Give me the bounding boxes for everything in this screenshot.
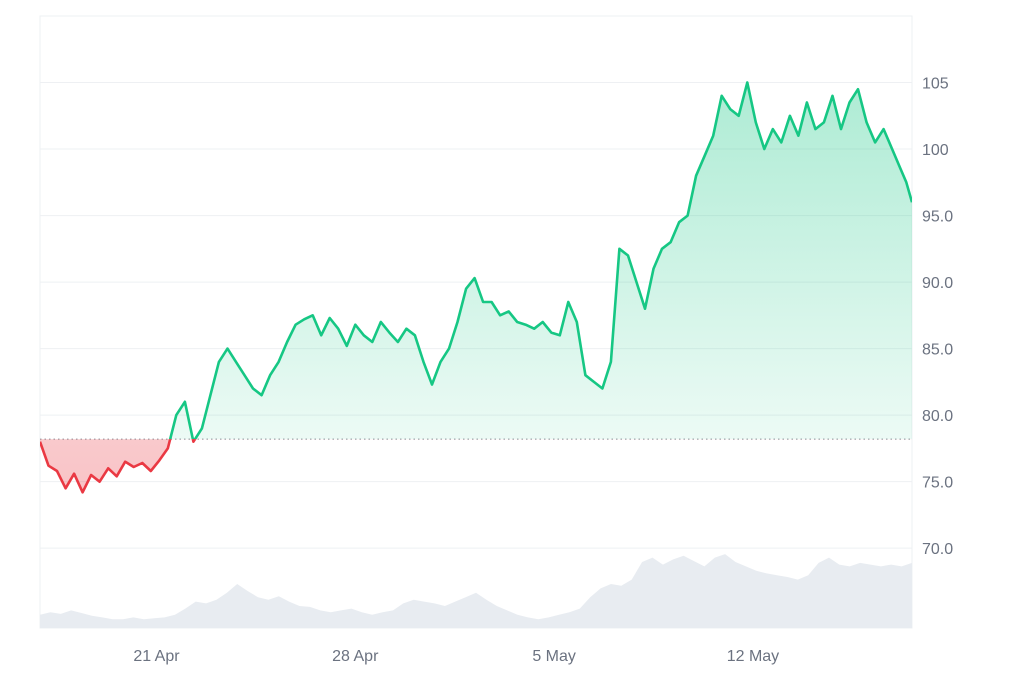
y-tick-label: 90.0 (922, 275, 953, 292)
line-layer (40, 81, 912, 494)
x-tick-label: 12 May (727, 648, 779, 665)
y-tick-label: 80.0 (922, 408, 953, 425)
x-tick-label: 28 Apr (332, 648, 379, 665)
price-line-above (168, 81, 912, 440)
y-axis: 105 100 95.0 90.0 85.0 80.0 75.0 70.0 (922, 76, 953, 559)
area-layer (40, 82, 912, 493)
y-tick-label: 85.0 (922, 342, 953, 359)
x-tick-label: 5 May (532, 648, 576, 665)
x-tick-label: 21 Apr (133, 648, 180, 665)
y-tick-label: 100 (922, 142, 949, 159)
area-below-baseline (40, 439, 912, 493)
y-tick-label: 95.0 (922, 209, 953, 226)
y-tick-label: 70.0 (922, 541, 953, 558)
area-above-baseline (170, 82, 912, 440)
volume-area (40, 554, 912, 628)
volume-layer (40, 554, 912, 628)
y-tick-label: 105 (922, 76, 949, 93)
y-tick-label: 75.0 (922, 475, 953, 492)
x-axis: 21 Apr 28 Apr 5 May 12 May (133, 648, 779, 665)
